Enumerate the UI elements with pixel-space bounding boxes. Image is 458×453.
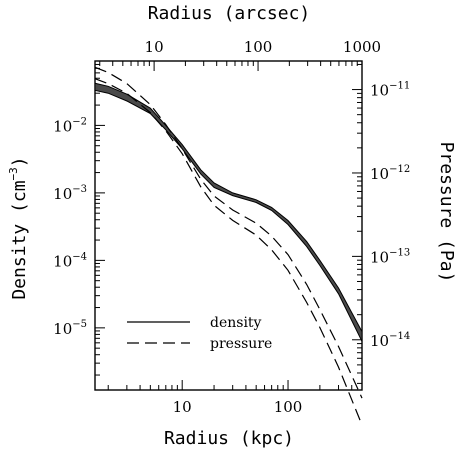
left-tick-label: 10−4 [53,251,87,270]
pressure-curve-1 [94,78,363,426]
right-tick-label: 10−13 [370,247,410,266]
left-tick-label: 10−3 [53,184,87,203]
bottom-tick-label: 10 [173,398,192,416]
right-tick-label: 10−14 [370,331,410,350]
pressure-curve-0 [94,66,363,399]
top-tick-label: 1000 [343,38,381,56]
left-axis-title-main: Density (cm [9,180,30,299]
right-tick-label: 10−12 [370,164,410,183]
top-tick-label: 10 [145,38,164,56]
right-axis-title: Pressure (Pa) [436,142,457,283]
legend-density-label: density [210,315,262,331]
left-axis-title-end: ) [9,156,30,167]
left-axis-title: Density (cm−3) [7,156,30,299]
left-tick-label: 10−5 [53,319,87,338]
legend-pressure-label: pressure [210,336,272,352]
bottom-tick-label: 100 [274,398,303,416]
right-tick-label: 10−11 [370,81,410,100]
plot-frame [94,60,363,391]
legend: density pressure [127,315,272,352]
tick-labels: 10 100 10 100 1000 10−2 10−3 10−4 10−5 10−11 10−12… [53,38,410,416]
top-axis-title: Radius (arcsec) [148,3,311,24]
left-axis-title-sup: −3 [7,167,20,180]
left-tick-label: 10−2 [53,116,87,135]
axis-ticks [95,60,363,390]
bottom-axis-title: Radius (kpc) [164,428,294,449]
density-band [94,82,363,342]
series [94,66,363,426]
top-tick-label: 100 [244,38,273,56]
